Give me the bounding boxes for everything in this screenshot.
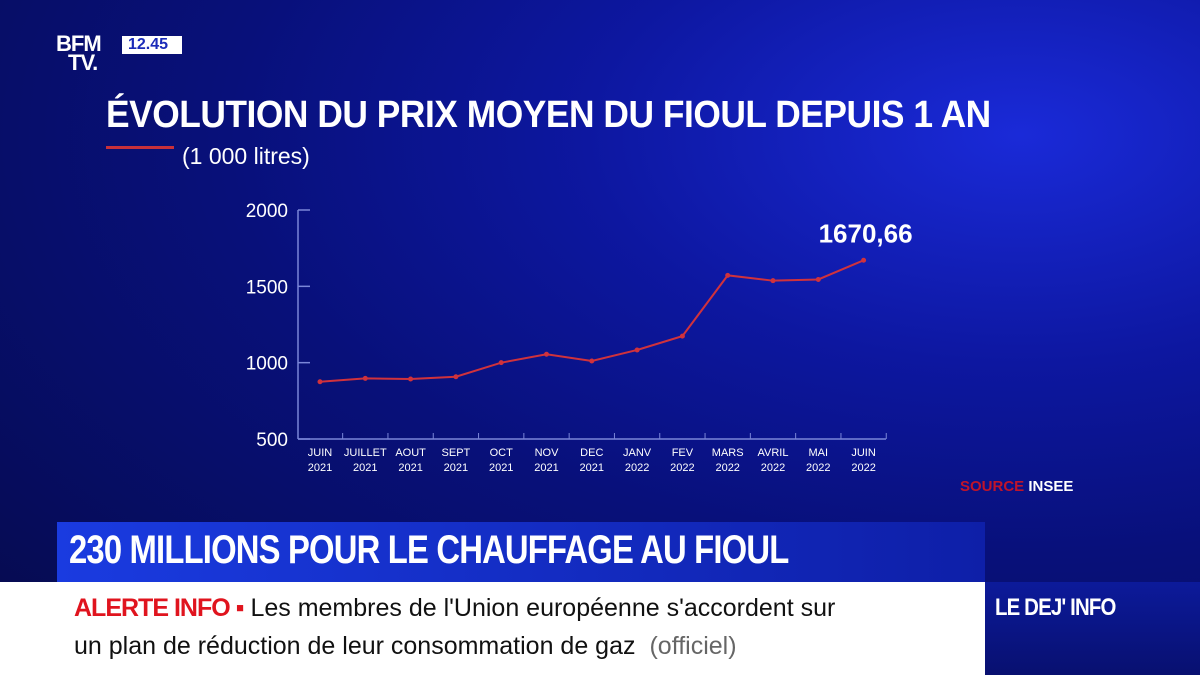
x-tick-label: FEV bbox=[672, 447, 694, 459]
data-point bbox=[589, 358, 595, 364]
chart-title: ÉVOLUTION DU PRIX MOYEN DU FIOUL DEPUIS … bbox=[106, 94, 991, 136]
y-tick-label: 2000 bbox=[246, 201, 288, 222]
x-tick-label: 2021 bbox=[398, 462, 422, 474]
x-tick-label: 2021 bbox=[444, 462, 468, 474]
x-tick-label: JANV bbox=[623, 447, 652, 459]
x-tick-label: DEC bbox=[580, 447, 603, 459]
x-tick-label: 2022 bbox=[625, 462, 649, 474]
data-point bbox=[362, 375, 368, 381]
data-point bbox=[544, 351, 549, 357]
data-point bbox=[498, 360, 504, 366]
data-point bbox=[408, 376, 414, 382]
data-point bbox=[679, 333, 685, 339]
x-tick-label: NOV bbox=[535, 447, 560, 459]
program-name: LE DEJ' INFO bbox=[995, 594, 1116, 621]
x-tick-label: 2021 bbox=[353, 462, 377, 474]
clock: 12.45 bbox=[122, 36, 183, 54]
data-point bbox=[453, 374, 459, 380]
ticker-line-1: Les membres de l'Union européenne s'acco… bbox=[250, 594, 836, 622]
x-tick-label: JUIN bbox=[851, 447, 876, 459]
series-line bbox=[319, 259, 864, 383]
x-tick-label: 2022 bbox=[670, 462, 694, 474]
data-point bbox=[815, 276, 821, 282]
data-point bbox=[317, 379, 323, 385]
data-point bbox=[725, 272, 731, 278]
data-point bbox=[770, 278, 776, 284]
y-tick-label: 1000 bbox=[246, 354, 288, 375]
news-ticker: ALERTE INFO ▪ Les membres de l'Union eur… bbox=[0, 582, 985, 675]
legend-label: (1 000 litres) bbox=[182, 143, 310, 169]
x-tick-label: 2021 bbox=[489, 462, 513, 474]
data-label: 1670,66 bbox=[819, 218, 913, 248]
x-tick-label: OCT bbox=[490, 447, 514, 459]
x-tick-label: 2022 bbox=[806, 462, 830, 474]
x-tick-label: SEPT bbox=[442, 447, 471, 459]
alert-label: ALERTE INFO ▪ bbox=[74, 594, 244, 622]
x-tick-label: AVRIL bbox=[758, 447, 789, 459]
ticker-tag: (officiel) bbox=[649, 632, 737, 660]
x-tick-label: 2021 bbox=[308, 462, 332, 474]
ticker-line-2: un plan de réduction de leur consommatio… bbox=[74, 632, 636, 660]
headline-banner: 230 MILLIONS POUR LE CHAUFFAGE AU FIOUL bbox=[57, 522, 985, 582]
data-point bbox=[634, 347, 640, 353]
headline-text: 230 MILLIONS POUR LE CHAUFFAGE AU FIOUL bbox=[69, 528, 789, 572]
y-tick-label: 1500 bbox=[246, 277, 288, 298]
program-badge: LE DEJ' INFO bbox=[985, 582, 1200, 675]
x-tick-label: MAI bbox=[809, 447, 829, 459]
x-tick-label: MARS bbox=[712, 447, 744, 459]
channel-logo: BFM TV. bbox=[56, 31, 102, 75]
data-point bbox=[861, 257, 867, 263]
x-tick-label: JUILLET bbox=[344, 447, 387, 459]
legend-swatch bbox=[106, 146, 174, 149]
line-chart: 500 1000 1500 2000 JUIN 2021 JUILLET 2021 AOUT 20… bbox=[246, 201, 913, 474]
x-tick-label: JUIN bbox=[308, 447, 333, 459]
x-tick-label: 2021 bbox=[534, 462, 558, 474]
x-tick-label: 2022 bbox=[851, 462, 875, 474]
x-tick-label: 2021 bbox=[580, 462, 604, 474]
x-tick-label: 2022 bbox=[761, 462, 785, 474]
y-tick-label: 500 bbox=[256, 430, 288, 451]
x-tick-label: AOUT bbox=[395, 447, 426, 459]
x-tick-label: 2022 bbox=[715, 462, 739, 474]
source-credit: SOURCE INSEE bbox=[960, 478, 1074, 495]
